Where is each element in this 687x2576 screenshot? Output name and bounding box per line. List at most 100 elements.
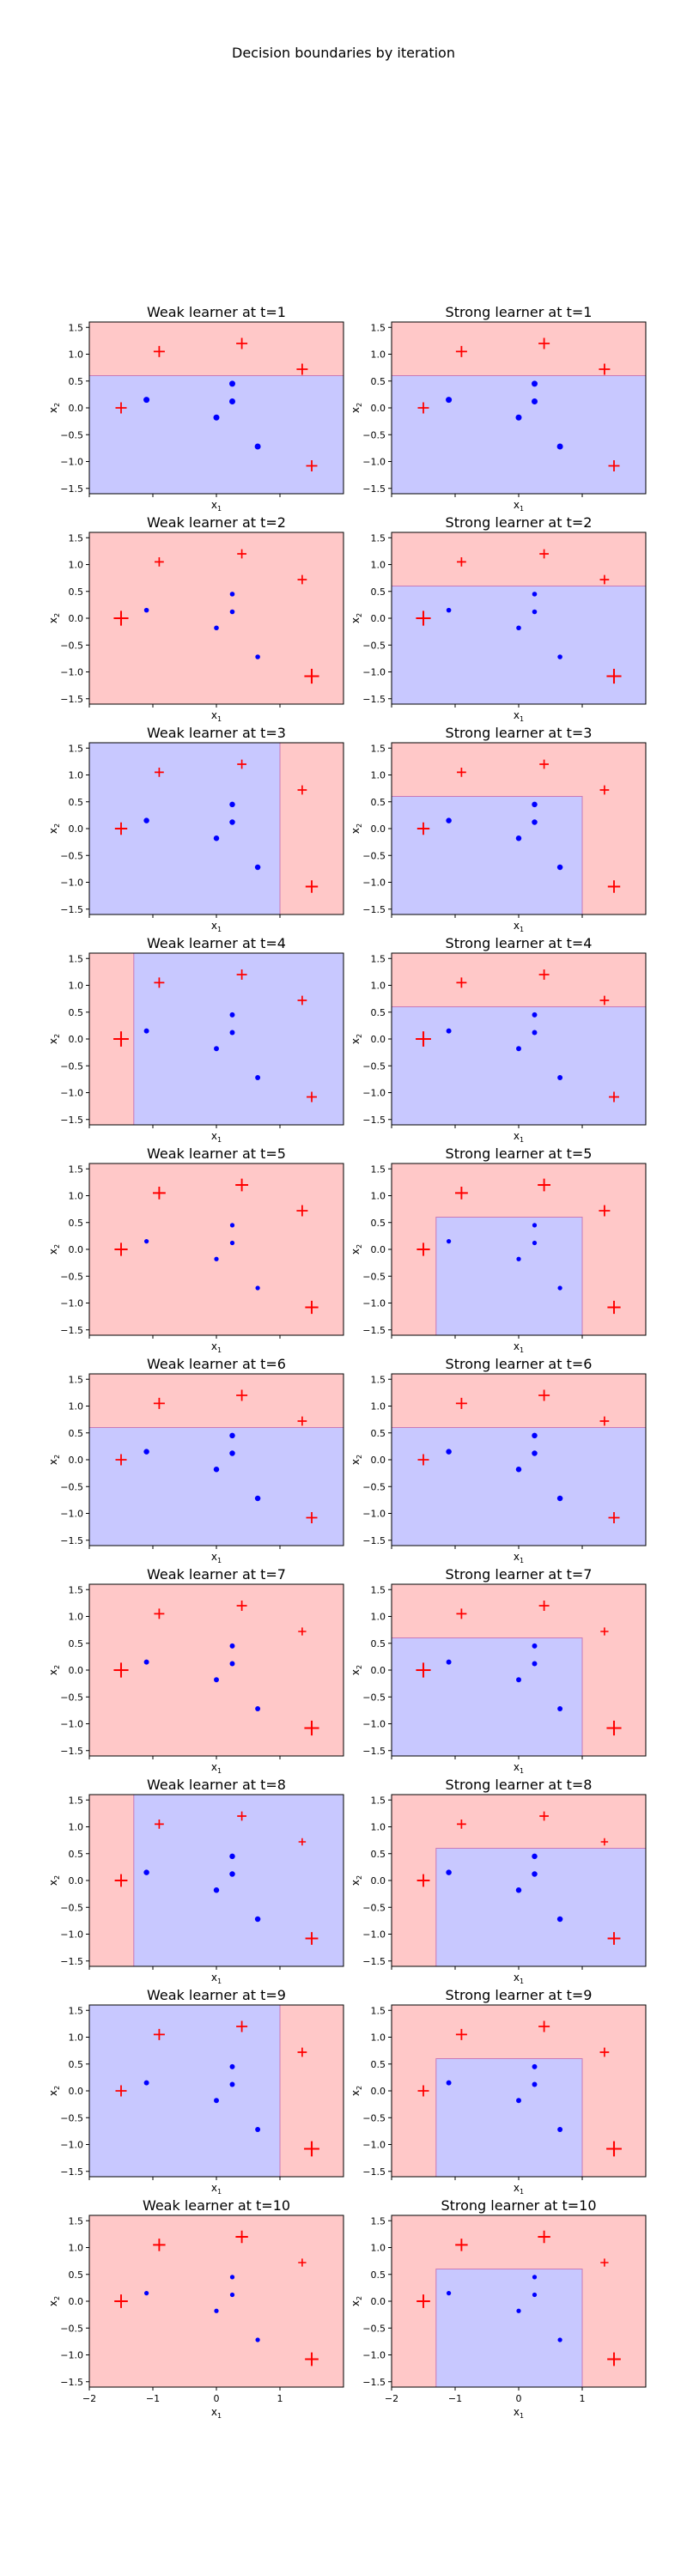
x-axis-label: x1 <box>514 2182 524 2196</box>
negative-point <box>532 1871 538 1877</box>
y-tick-label: 1.0 <box>69 349 84 361</box>
panel-weak-2: Weak learner at t=2 1.5 1.0 0.5 0.0 −0.5 −1.0 −… <box>47 514 344 723</box>
positive-point <box>153 2028 165 2040</box>
positive-point <box>599 363 611 375</box>
x-axis-label: x1 <box>514 1340 524 1354</box>
y-tick-label: 1.5 <box>371 322 386 333</box>
negative-region <box>435 1848 646 1966</box>
panel-title: Weak learner at t=9 <box>147 1987 286 2003</box>
positive-point <box>114 2294 128 2308</box>
negative-region <box>392 1637 583 1756</box>
negative-point <box>255 1706 261 1711</box>
panel-title: Weak learner at t=10 <box>143 2197 290 2214</box>
positive-point <box>539 549 549 559</box>
negative-point <box>556 1916 563 1923</box>
y-axis-label: x2 <box>350 1455 363 1465</box>
negative-point <box>532 1643 538 1649</box>
panel-strong-5: Strong learner at t=5 1.5 1.0 0.5 0.0 −0.5 −1.… <box>350 1145 647 1354</box>
negative-point <box>214 2308 219 2313</box>
y-tick-label: −1.0 <box>60 878 83 889</box>
positive-region <box>89 1374 344 1428</box>
panel-weak-8: Weak learner at t=8 1.5 1.0 0.5 0.0 −0.5 −1.0 −… <box>47 1777 344 1985</box>
negative-point <box>532 1012 538 1018</box>
positive-point <box>455 2028 467 2040</box>
positive-point <box>416 611 431 626</box>
y-tick-label: −1.0 <box>60 667 83 678</box>
positive-point <box>599 574 610 585</box>
positive-point <box>538 2230 550 2244</box>
panel-weak-10: Weak learner at t=10 1.5 1.0 0.5 0.0 −0.5 −1.0… <box>47 2197 344 2420</box>
positive-point <box>305 2352 319 2366</box>
y-tick-label: −0.5 <box>60 2112 83 2123</box>
y-tick-label: 0.5 <box>371 2269 386 2281</box>
y-tick-label: 1.5 <box>371 532 386 544</box>
positive-point <box>599 1205 611 1217</box>
positive-point <box>153 1397 165 1409</box>
positive-point <box>152 1186 166 1200</box>
negative-point <box>229 1450 235 1456</box>
y-tick-label: −0.5 <box>362 1902 386 1913</box>
negative-point <box>229 1432 235 1439</box>
y-tick-label: 1.5 <box>371 953 386 964</box>
negative-point <box>532 1223 538 1228</box>
negative-point <box>143 397 150 404</box>
panel-title: Strong learner at t=8 <box>446 1777 593 1793</box>
positive-point <box>538 1389 550 1401</box>
y-tick-label: −1.0 <box>362 1298 386 1309</box>
negative-point <box>557 2337 562 2342</box>
y-tick-label: 1.0 <box>371 349 386 361</box>
y-tick-label: 0.5 <box>69 586 84 598</box>
x-axis-label: x1 <box>514 920 524 933</box>
y-tick-label: 1.0 <box>371 770 386 781</box>
y-tick-label: 1.5 <box>69 322 84 333</box>
negative-point <box>556 1495 563 1502</box>
negative-point <box>229 609 235 615</box>
positive-point <box>457 1820 466 1829</box>
positive-point <box>599 2047 610 2057</box>
y-tick-label: 1.0 <box>371 1612 386 1623</box>
y-axis-label: x2 <box>47 1665 61 1675</box>
panel-weak-9: Weak learner at t=9 1.5 1.0 0.5 0.0 −0.5 −1.0 −… <box>47 1987 344 2196</box>
positive-point <box>456 1608 467 1619</box>
positive-point <box>155 557 164 567</box>
positive-point <box>608 1512 620 1523</box>
y-tick-label: 0.5 <box>371 1007 386 1018</box>
positive-region <box>392 1374 646 1428</box>
negative-point <box>255 2337 260 2342</box>
x-axis-label: x1 <box>514 1130 524 1144</box>
y-tick-label: 1.5 <box>371 1795 386 1806</box>
positive-region <box>89 1163 344 1335</box>
positive-point <box>539 1811 549 1821</box>
negative-point <box>532 2275 538 2280</box>
panel-strong-9: Strong learner at t=9 1.5 1.0 0.5 0.0 −0.5 −1.… <box>350 1987 647 2196</box>
positive-point <box>236 1601 247 1611</box>
negative-point <box>143 1239 149 1244</box>
y-tick-label: −1.5 <box>60 694 83 705</box>
negative-point <box>255 2127 261 2132</box>
panel-title: Weak learner at t=8 <box>147 1777 286 1793</box>
positive-point <box>455 345 467 357</box>
positive-region <box>89 532 344 704</box>
negative-point <box>532 1240 538 1246</box>
panel-weak-7: Weak learner at t=7 1.5 1.0 0.5 0.0 −0.5 −1.0 −… <box>47 1566 344 1775</box>
y-tick-label: 0.5 <box>371 1638 386 1649</box>
y-tick-label: −0.5 <box>362 850 386 861</box>
y-tick-label: 0.5 <box>69 2059 84 2070</box>
negative-point <box>557 1285 562 1291</box>
y-tick-label: −1.5 <box>362 904 386 915</box>
y-tick-label: −1.0 <box>60 1929 83 1941</box>
negative-point <box>213 1887 220 1893</box>
positive-region <box>392 322 646 376</box>
y-tick-label: 0.0 <box>371 1244 386 1255</box>
y-tick-label: 0.5 <box>69 797 84 808</box>
negative-point <box>214 2098 219 2104</box>
y-tick-label: 1.0 <box>69 981 84 992</box>
negative-point <box>532 2063 538 2069</box>
negative-point <box>515 414 522 421</box>
y-tick-label: 0.5 <box>371 586 386 598</box>
y-tick-label: 0.0 <box>69 1034 84 1045</box>
negative-region <box>435 2269 583 2387</box>
positive-point <box>298 1838 307 1846</box>
positive-point <box>306 460 318 471</box>
y-tick-label: −1.0 <box>60 2140 83 2151</box>
